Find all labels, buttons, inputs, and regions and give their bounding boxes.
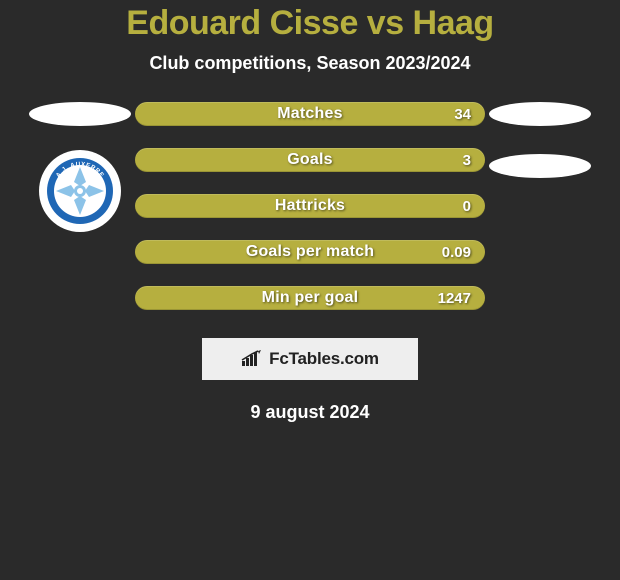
auxerre-badge-icon: A.J. AUXERRE	[41, 152, 119, 230]
bar-chart-icon	[241, 350, 263, 368]
stat-bar: Matches 34	[135, 102, 485, 126]
footer-date: 9 august 2024	[250, 402, 369, 423]
stat-value: 3	[463, 152, 471, 169]
stat-value: 0.09	[442, 244, 471, 261]
stat-label: Goals per match	[246, 243, 374, 261]
right-column	[485, 102, 595, 202]
player-right-ellipse-1	[489, 102, 591, 126]
page-title: Edouard Cisse vs Haag	[126, 4, 493, 43]
stat-bar: Min per goal 1247	[135, 286, 485, 310]
stat-bar: Goals 3	[135, 148, 485, 172]
brand-box[interactable]: FcTables.com	[202, 338, 418, 380]
stats-bars: Matches 34 Goals 3 Hattricks 0 Goals per…	[135, 102, 485, 310]
stat-label: Hattricks	[275, 197, 345, 215]
stat-bar: Hattricks 0	[135, 194, 485, 218]
stat-label: Matches	[277, 105, 342, 123]
club-badge-left: A.J. AUXERRE	[39, 150, 121, 232]
subtitle: Club competitions, Season 2023/2024	[149, 53, 470, 74]
stat-value: 1247	[438, 290, 471, 307]
brand-text: FcTables.com	[269, 349, 379, 369]
player-left-ellipse	[29, 102, 131, 126]
left-column: A.J. AUXERRE	[25, 102, 135, 232]
stat-bar: Goals per match 0.09	[135, 240, 485, 264]
stat-label: Min per goal	[262, 289, 359, 307]
stat-label: Goals	[287, 151, 332, 169]
stat-value: 0	[463, 198, 471, 215]
main-row: A.J. AUXERRE Matches 34 Goals 3 Hattrick…	[0, 102, 620, 310]
stat-value: 34	[454, 106, 471, 123]
player-right-ellipse-2	[489, 154, 591, 178]
